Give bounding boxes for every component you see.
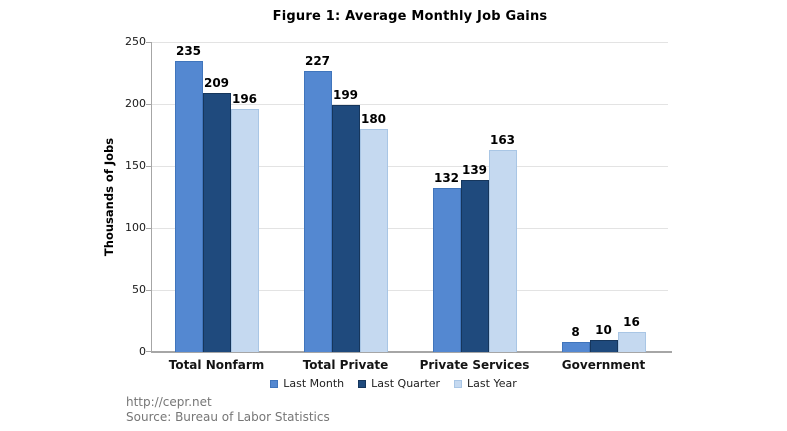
legend-label: Last Quarter [371,377,441,390]
y-tick-label: 100 [125,221,146,234]
bar-value-label: 163 [489,132,516,147]
bar-last-year [488,149,517,352]
bar-wrap: 196 [230,42,259,352]
y-tick-label: 250 [125,35,146,48]
bar-group-government: 8 10 16 [561,42,646,352]
bar-value-label: 8 [571,325,580,340]
bar-last-month [174,60,203,352]
legend-item-last-year: Last Year [454,377,517,390]
bar-group-private-services: 132 139 163 [432,42,517,352]
bar-last-quarter [460,179,489,352]
legend-swatch-icon [454,379,463,388]
bar-wrap: 209 [202,42,231,352]
bar-last-quarter [589,339,618,352]
bar-value-label: 10 [595,322,612,337]
gridline [152,228,668,229]
y-tick-mark [146,351,151,352]
bar-last-quarter [331,105,360,352]
bar-group-total-private: 227 199 180 [303,42,388,352]
bar-last-year [617,332,646,352]
y-tick-mark [146,42,151,43]
y-tick-label: 150 [125,159,146,172]
gridline [152,42,668,43]
legend: Last Month Last Quarter Last Year [0,377,787,390]
y-tick-mark [146,290,151,291]
footer-source: Source: Bureau of Labor Statistics [126,410,330,424]
category-label: Total Nonfarm [168,358,265,372]
bar-value-label: 227 [304,53,331,68]
gridline [152,290,668,291]
bar-value-label: 132 [433,171,460,186]
y-tick-mark [146,104,151,105]
bar-wrap: 227 [303,42,332,352]
bar-wrap: 163 [488,42,517,352]
y-tick-mark [146,166,151,167]
bar-last-year [359,128,388,352]
bar-last-month [432,188,461,352]
bar-value-label: 180 [360,111,387,126]
bar-value-label: 16 [623,315,640,330]
bar-last-month [303,70,332,352]
x-axis-baseline [151,351,672,353]
y-axis-line [151,42,152,352]
gridline [152,104,668,105]
bar-wrap: 16 [617,42,646,352]
category-axis: Total Nonfarm Total Private Private Servic… [152,358,668,372]
bar-value-label: 139 [461,162,488,177]
footer: http://cepr.net Source: Bureau of Labor … [126,395,330,425]
y-tick-mark [146,228,151,229]
y-axis-title-text: Thousands of Jobs [102,137,116,257]
bar-last-month [561,342,590,352]
plot-area: 235 209 196 227 199 180 132 139 163 8 10 16 [146,42,672,353]
footer-url: http://cepr.net [126,395,212,409]
bar-value-label: 209 [203,75,230,90]
category-label: Private Services [419,358,530,372]
legend-label: Last Year [467,377,517,390]
gridline [152,166,668,167]
legend-item-last-quarter: Last Quarter [358,377,440,390]
bar-last-quarter [202,92,231,352]
legend-swatch-icon [358,379,367,388]
bar-wrap: 180 [359,42,388,352]
bar-wrap: 139 [460,42,489,352]
bar-wrap: 8 [561,42,590,352]
y-tick-label: 200 [125,97,146,110]
category-label: Government [561,358,646,372]
bar-group-total-nonfarm: 235 209 196 [174,42,259,352]
y-axis-title: Thousands of Jobs [96,42,122,352]
y-tick-label: 50 [132,283,146,296]
bar-wrap: 235 [174,42,203,352]
bars-layer: 235 209 196 227 199 180 132 139 163 8 10 16 [152,42,668,352]
bar-value-label: 199 [332,88,359,103]
bar-wrap: 199 [331,42,360,352]
bar-value-label: 235 [175,43,202,58]
legend-item-last-month: Last Month [270,377,344,390]
bar-value-label: 196 [231,91,258,106]
category-label: Total Private [302,358,389,372]
legend-swatch-icon [270,379,279,388]
legend-label: Last Month [283,377,345,390]
y-tick-label: 0 [139,345,146,358]
bar-last-year [230,108,259,352]
bar-wrap: 132 [432,42,461,352]
bar-wrap: 10 [589,42,618,352]
chart-title: Figure 1: Average Monthly Job Gains [272,9,548,24]
